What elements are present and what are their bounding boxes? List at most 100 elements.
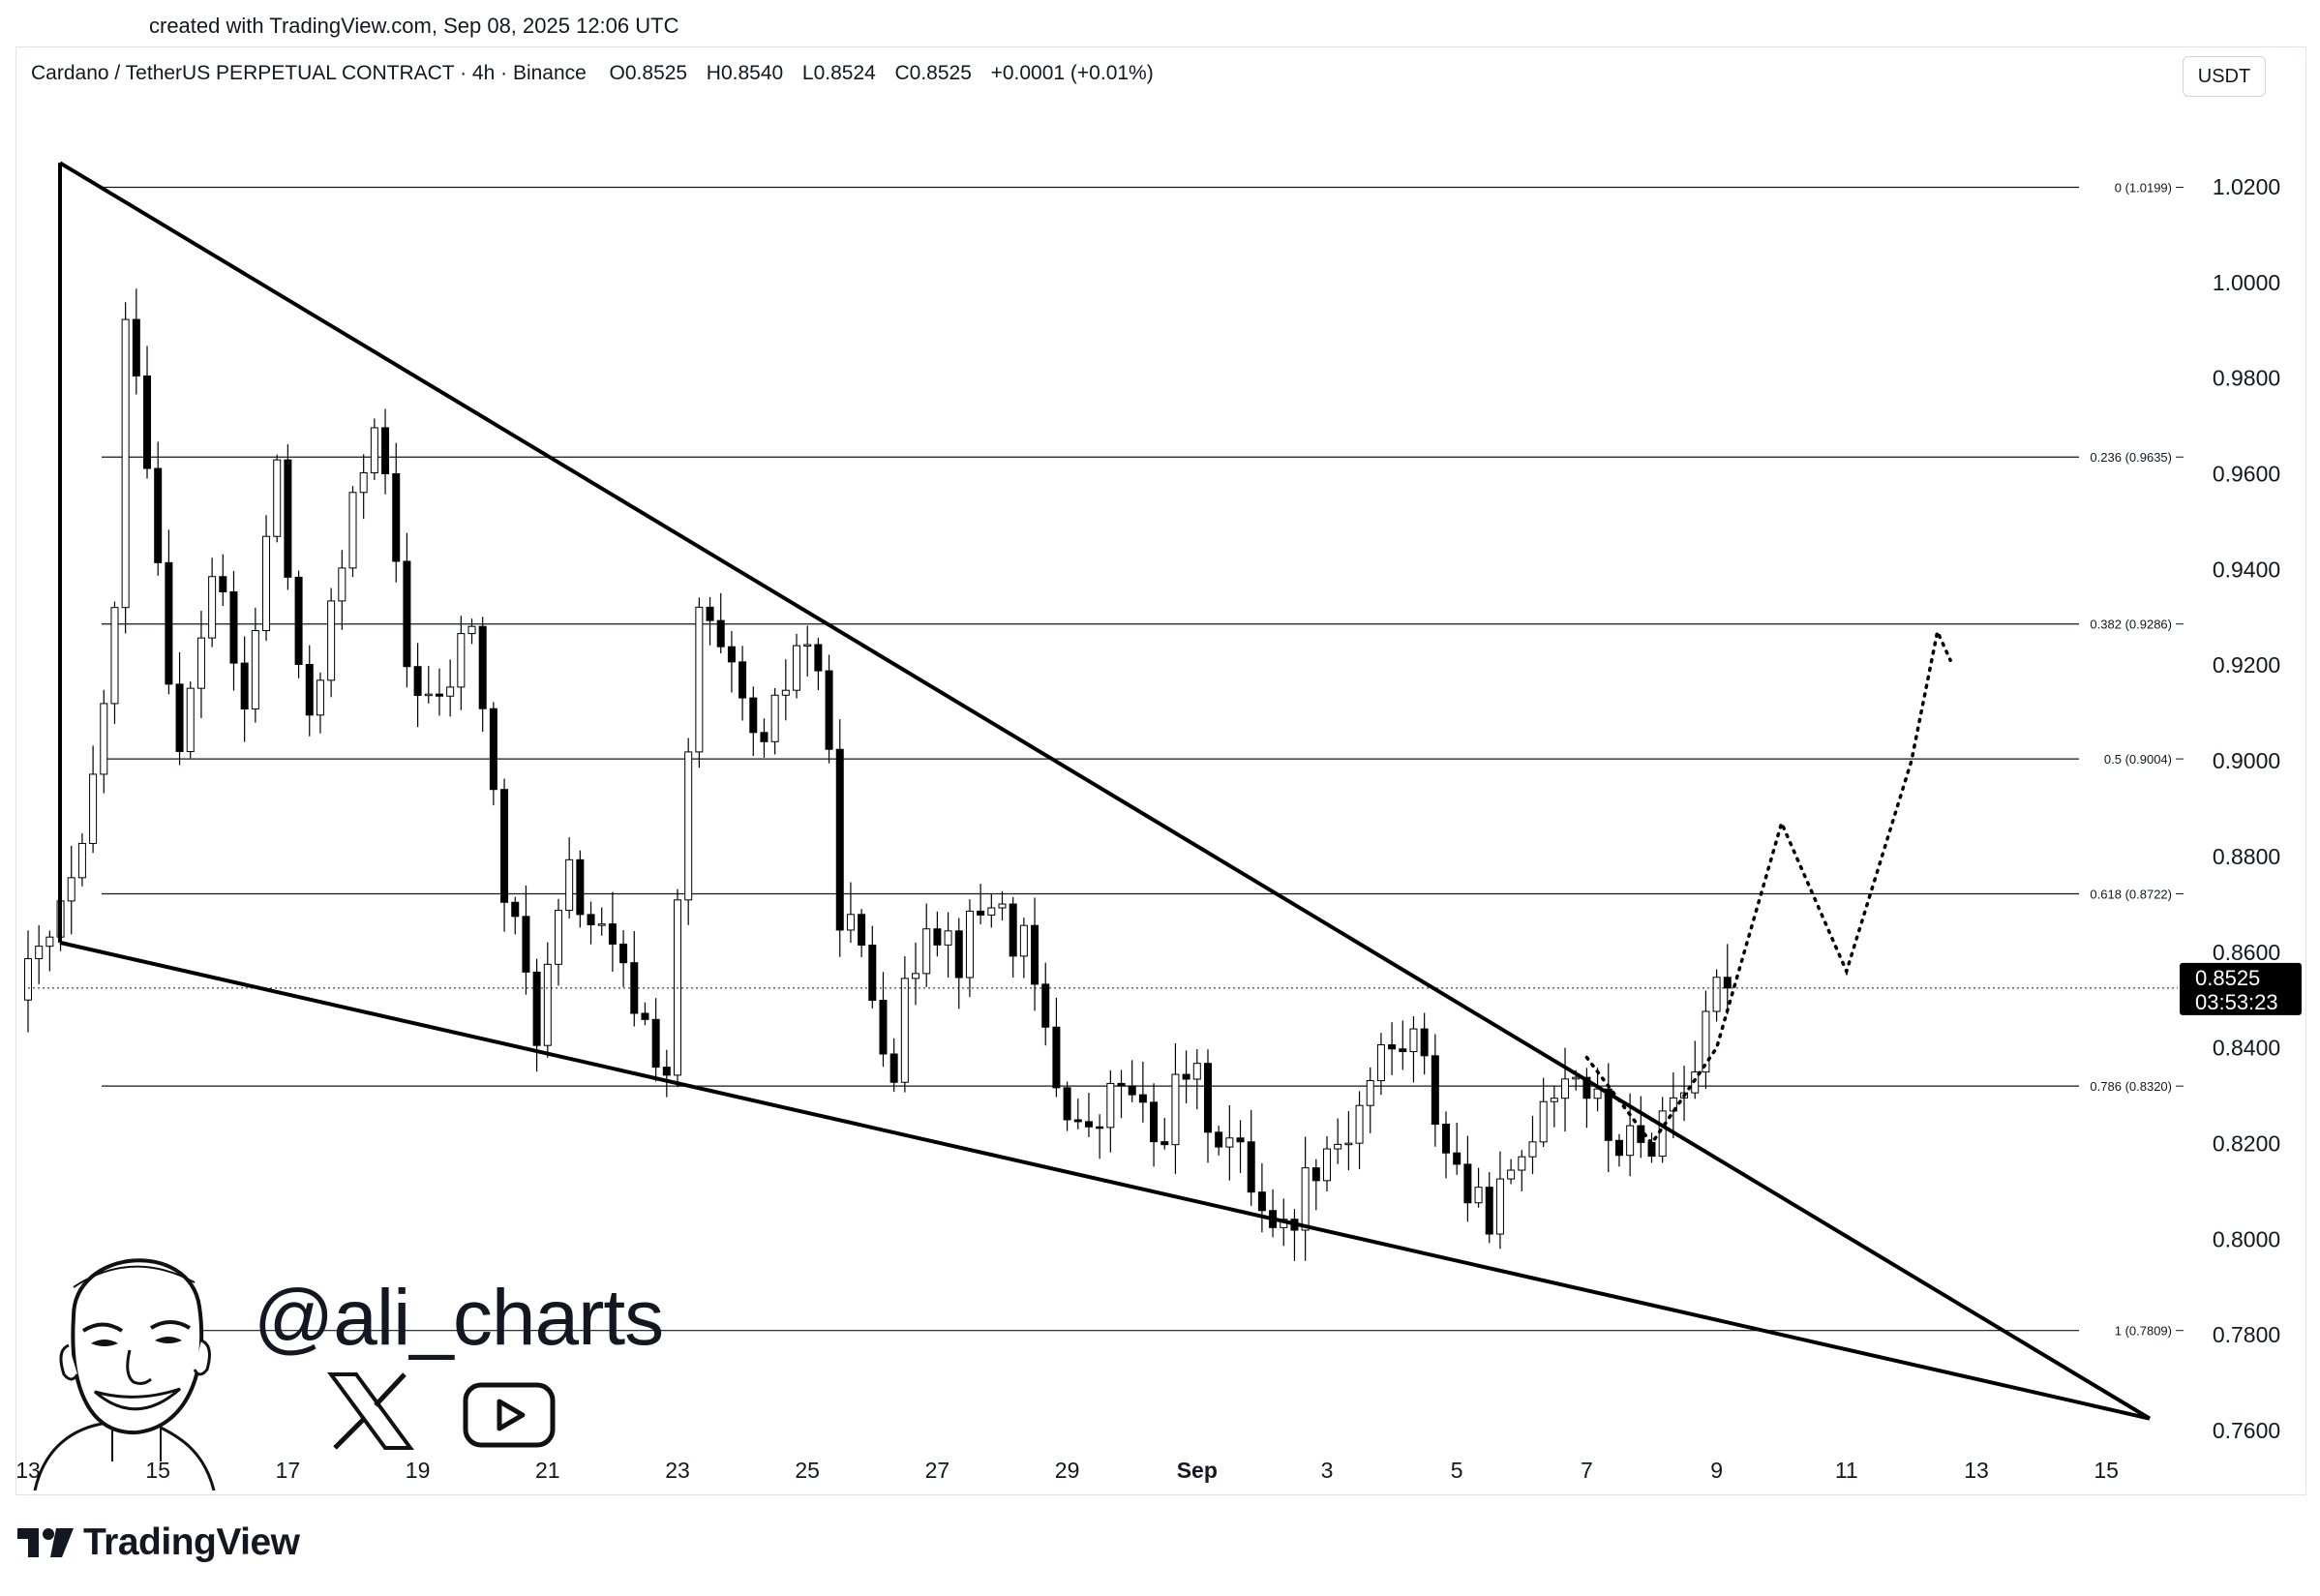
candle-up: [467, 625, 476, 635]
candle-down: [706, 606, 714, 621]
candle-down: [219, 576, 227, 593]
candle-up: [922, 928, 931, 975]
fib-level-label: 0.382 (0.9286): [2090, 617, 2172, 632]
projection-dotted-path[interactable]: [1584, 625, 1952, 1147]
candle-up: [543, 963, 552, 1046]
price-tick-label: 1.0200: [2213, 174, 2280, 199]
candle-up: [1225, 1137, 1234, 1148]
candle-down: [165, 561, 173, 685]
candle-up: [327, 600, 336, 681]
candle-up: [944, 930, 952, 946]
candle-up: [1171, 1073, 1180, 1146]
candle-down: [619, 943, 628, 964]
currency-button[interactable]: USDT: [2183, 56, 2266, 97]
candle-up: [1561, 1078, 1570, 1099]
candle-up: [24, 958, 32, 1001]
candle-down: [576, 858, 585, 916]
candle-down: [175, 683, 184, 752]
candle-down: [143, 375, 152, 469]
candle-up: [1528, 1141, 1537, 1158]
time-tick-label: 15: [2094, 1458, 2119, 1483]
candle-down: [532, 971, 541, 1046]
candle-down: [1203, 1063, 1212, 1133]
time-tick-label: 23: [665, 1458, 690, 1483]
candle-up: [348, 492, 357, 569]
time-tick-label: 21: [535, 1458, 560, 1483]
candle-up: [554, 910, 562, 965]
falling-wedge[interactable]: [58, 161, 2152, 1421]
price-tick-label: 1.0000: [2213, 270, 2280, 295]
candle-down: [1215, 1131, 1223, 1148]
candle-up: [110, 607, 119, 705]
candle-up: [100, 703, 108, 775]
candle-up: [1301, 1167, 1310, 1231]
candle-down: [716, 619, 725, 647]
symbol-name[interactable]: Cardano / TetherUS PERPETUAL CONTRACT · …: [31, 62, 587, 84]
time-axis[interactable]: 13 15 17 19 21 23 25 27 29 Sep 3 5 7 9 11 13 15: [15, 1458, 2119, 1483]
fib-retracement[interactable]: 0 (1.0199) 0.236 (0.9635) 0.382 (0.9286) 0.…: [102, 180, 2184, 1339]
candle-down: [825, 670, 833, 750]
price-tick-label: 0.9000: [2213, 748, 2280, 773]
candle-down: [1582, 1076, 1591, 1099]
price-tick-label: 0.8000: [2213, 1226, 2280, 1251]
candle-up: [565, 858, 574, 912]
candle-up: [965, 910, 974, 979]
price-tick-label: 0.9200: [2213, 652, 2280, 678]
candle-down: [1399, 1048, 1407, 1053]
fib-level-label: 0.786 (0.8320): [2090, 1079, 2172, 1094]
candle-down: [835, 748, 844, 931]
candle-up: [1474, 1187, 1483, 1204]
time-tick-label: 15: [145, 1458, 170, 1483]
candle-up: [781, 689, 790, 696]
candle-up: [900, 978, 909, 1083]
candle-up: [446, 686, 455, 697]
price-axis[interactable]: 1.0200 1.0000 0.9800 0.9600 0.9400 0.9200 0.90…: [2213, 174, 2280, 1443]
close-label: C: [894, 62, 910, 84]
candle-down: [641, 1012, 649, 1020]
candle-up: [695, 606, 704, 753]
candle-down: [868, 945, 877, 1002]
candle-up: [987, 907, 996, 916]
price-tick-label: 0.7600: [2213, 1418, 2280, 1443]
candle-up: [1539, 1100, 1548, 1143]
candle-up: [684, 751, 693, 901]
candle-up: [1366, 1080, 1374, 1106]
open-value: 0.8525: [624, 62, 688, 84]
candle-down: [1031, 924, 1039, 985]
candle-up: [1507, 1169, 1516, 1180]
high-value: 0.8540: [720, 62, 784, 84]
high-label: H: [706, 62, 721, 84]
time-tick-label: 27: [925, 1458, 950, 1483]
change-value: +0.0001 (+0.01%): [990, 62, 1154, 84]
bar-countdown: 03:53:23: [2195, 990, 2278, 1014]
candle-up: [370, 427, 378, 473]
symbol-legend[interactable]: Cardano / TetherUS PERPETUAL CONTRACT · …: [31, 62, 1154, 85]
wedge-upper-line[interactable]: [58, 161, 2152, 1421]
candle-up: [1192, 1063, 1201, 1080]
time-tick-label: 11: [1835, 1458, 1858, 1483]
time-tick-label: Sep: [1177, 1458, 1218, 1483]
candle-down: [392, 472, 401, 562]
candle-up: [1355, 1104, 1364, 1144]
price-tick-label: 0.9800: [2213, 366, 2280, 391]
candle-down: [608, 923, 617, 945]
candle-up: [424, 693, 433, 697]
brand-logo[interactable]: TradingView: [17, 1521, 300, 1564]
price-tick-label: 0.9400: [2213, 557, 2280, 582]
candle-down: [435, 693, 443, 697]
candle-up: [273, 459, 282, 537]
candle-up: [1376, 1043, 1385, 1082]
candle-down: [1182, 1073, 1190, 1080]
candle-down: [587, 914, 595, 925]
wedge-lower-line[interactable]: [59, 940, 2151, 1421]
candle-up: [35, 946, 44, 960]
projection-path[interactable]: [1584, 625, 1952, 1147]
candle-up: [251, 630, 259, 710]
candle-up: [316, 679, 324, 716]
candle-down: [403, 560, 411, 668]
close-value: 0.8525: [909, 62, 972, 84]
time-tick-label: 7: [1581, 1458, 1593, 1483]
chart-panel[interactable]: [15, 46, 2306, 1495]
candle-down: [500, 789, 509, 903]
